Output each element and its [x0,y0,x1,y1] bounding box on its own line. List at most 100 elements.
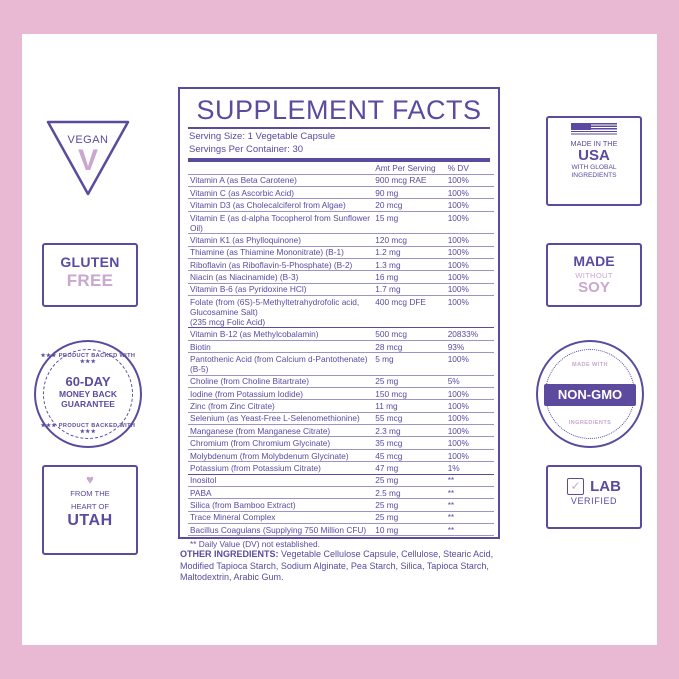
money-back-arc-bottom: ★★★ PRODUCT BACKED WITH ★★★ [40,423,136,435]
nutrient-amount: 10 mg [375,524,399,535]
nutrient-name: Vitamin A (as Beta Carotene) [190,175,297,186]
table-row: Riboflavin (as Riboflavin-5-Phosphate) (… [188,258,494,271]
nutrient-amount: 35 mcg [375,438,403,449]
decorative-band-bottom [0,645,679,679]
nutrient-name: Vitamin E (as d-alpha Tocopherol from Su… [190,212,371,233]
money-back-line1: 60-DAY [65,374,111,389]
nutrient-name: Bacillus Coagulans (Supplying 750 Millio… [190,524,367,535]
nutrient-name: Choline (from Choline Bitartrate) [190,376,309,387]
money-back-arc-top: ★★★ PRODUCT BACKED WITH ★★★ [40,353,136,365]
table-row: Vitamin D3 (as Cholecalciferol from Alga… [188,199,494,212]
nutrient-name: Vitamin D3 (as Cholecalciferol from Alga… [190,200,346,211]
nutrient-amount: 1.3 mg [375,259,401,270]
nutrient-name: Inositol [190,475,217,486]
usa-line4: INGREDIENTS [571,172,617,179]
money-back-line3: GUARANTEE [61,399,115,409]
nutrient-amount: 2.5 mg [375,487,401,498]
nutrient-name: Folate (from (6S)-5-Methyltetrahydrofoli… [190,296,360,327]
nutrient-daily-value: 100% [447,296,469,307]
gmo-arc-bottom: INGREDIENTS [568,420,612,426]
table-row: Biotin 28 mcg 93% [188,340,494,353]
gluten-free-line1: GLUTEN [60,254,120,270]
header-rule [188,158,490,162]
table-row: Vitamin B-6 (as Pyridoxine HCl) 1.7 mg 100… [188,283,494,296]
nutrient-daily-value: 20833% [447,329,479,340]
seal-inner-ring [43,349,133,439]
nutrient-daily-value: 100% [447,353,469,364]
gmo-outer-ring [536,340,644,448]
nutrient-daily-value: 100% [447,187,469,198]
table-row: Vitamin E (as d-alpha Tocopherol from Su… [188,211,494,234]
table-row: Folate (from (6S)-5-Methyltetrahydrofoli… [188,296,494,328]
nutrient-amount: 55 mcg [375,413,403,424]
table-row: Zinc (from Zinc Citrate) 11 mg 100% [188,400,494,413]
badge-without-soy: MADE WITHOUT SOY [546,243,642,307]
nutrient-amount: 150 mcg [375,388,408,399]
nutrient-amount: 11 mg [375,401,398,411]
nutrient-daily-value: 100% [447,234,469,245]
badge-utah: ♥ FROM THE HEART OF UTAH [42,465,138,555]
table-row: Silica (from Bamboo Extract) 25 mg ** [188,499,494,512]
nutrient-amount: 25 mg [375,475,399,486]
nutrient-amount: 15 mg [375,212,399,223]
nutrient-daily-value: 100% [447,212,469,223]
other-ingredients-text: Vegetable Cellulose Capsule, Cellulose, … [180,549,494,582]
nutrient-amount: 120 mcg [375,234,408,245]
soy-line2: WITHOUT [575,271,613,280]
nutrient-amount: 28 mcg [375,341,403,352]
supplement-facts-panel: SUPPLEMENT FACTS Serving Size: 1 Vegetab… [178,87,500,549]
table-row: Selenium (as Yeast-Free L-Selenomethioni… [188,412,494,425]
table-row: Choline (from Choline Bitartrate) 25 mg 5% [188,375,494,388]
table-row: Thiamine (as Thiamine Mononitrate) (B-1)… [188,246,494,259]
nutrient-daily-value: 100% [447,259,469,270]
table-row: Chromium (from Chromium Glycinate) 35 mcg… [188,437,494,450]
gmo-band-label: NON-GMO [544,384,636,406]
nutrient-name: Chromium (from Chromium Glycinate) [190,438,331,449]
utah-line1: FROM THE [70,489,110,498]
usa-line3: WITH GLOBAL [571,164,617,171]
money-back-center: 60-DAY MONEY BACK GUARANTEE [34,374,142,409]
table-row: Molybdenum (from Molybdenum Glycinate) 45… [188,449,494,462]
nutrient-name: Manganese (from Manganese Citrate) [190,425,331,436]
nutrient-name: Vitamin B-6 (as Pyridoxine HCl) [190,284,307,295]
decorative-band-top [0,0,679,34]
nutrient-daily-value: ** [447,500,455,510]
table-row: Trace Mineral Complex 25 mg ** [188,511,494,524]
heart-icon: ♥ [86,472,94,487]
col-header-amount: Amt Per Serving [375,162,436,173]
nutrient-amount: 1.7 mg [375,284,401,295]
col-header-dv: % DV [447,162,469,173]
other-ingredients: OTHER INGREDIENTS: Vegetable Cellulose C… [180,549,510,584]
nutrient-name: Biotin [190,341,211,352]
nutrient-amount: 20 mcg [375,200,403,211]
nutrient-amount: 5 mg [375,353,394,364]
title-rule [188,127,490,129]
gluten-free-line2: FREE [66,271,114,290]
nutrient-name: Zinc (from Zinc Citrate) [190,401,275,411]
nutrient-daily-value: 100% [447,388,469,399]
nutrient-name: Vitamin B-12 (as Methylcobalamin) [190,329,319,340]
soy-line3: SOY [578,279,610,296]
table-row: Inositol 25 mg ** [188,474,494,487]
table-body: Vitamin A (as Beta Carotene) 900 mcg RAE 1… [188,174,494,536]
nutrient-daily-value: 5% [447,376,460,387]
vegan-label: VEGAN [67,134,109,146]
table-header-row: Amt Per Serving % DV [188,162,494,175]
lab-line1: LAB [590,477,621,495]
nutrient-amount: 90 mg [375,187,399,198]
nutrient-amount: 25 mg [375,512,399,523]
us-flag-icon [571,123,617,136]
table-row: Vitamin K1 (as Phylloquinone) 120 mcg 100% [188,234,494,247]
col-header-name [188,162,375,174]
nutrient-daily-value: 100% [447,284,469,295]
nutrient-name: Thiamine (as Thiamine Mononitrate) (B-1) [190,247,344,258]
nutrient-amount: 25 mg [375,500,399,510]
nutrient-amount: 500 mcg [375,329,408,340]
seal-outer-ring [34,340,142,448]
nutrient-amount: 16 mg [375,272,399,282]
utah-line2: HEART OF [70,501,110,511]
nutrient-daily-value: 100% [447,247,469,258]
nutrient-name: Trace Mineral Complex [190,512,276,523]
nutrient-name: Vitamin K1 (as Phylloquinone) [190,234,301,245]
nutrient-name: Silica (from Bamboo Extract) [190,500,296,510]
